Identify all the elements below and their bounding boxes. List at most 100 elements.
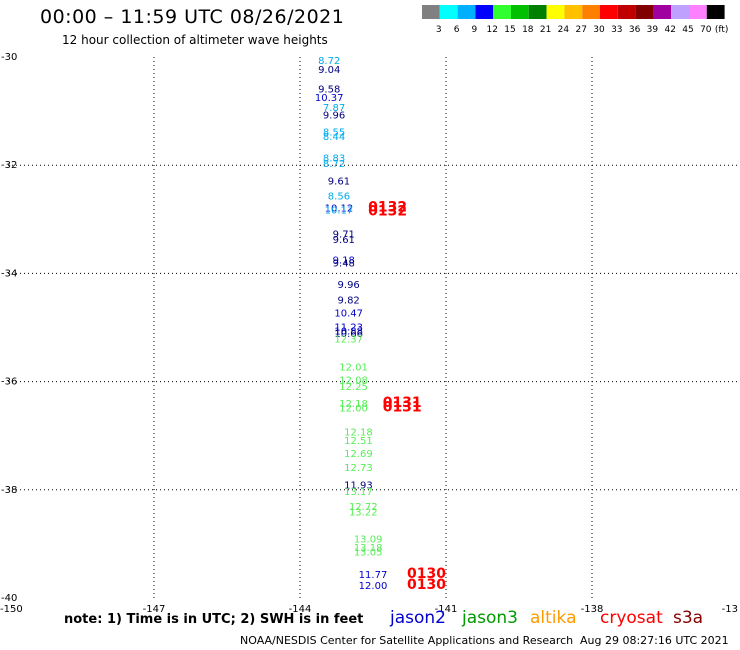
wave-height-value: 8.72	[318, 56, 340, 67]
wave-height-value: 12.25	[339, 382, 368, 393]
wave-height-value: 7.87	[323, 103, 345, 114]
x-tick-label: -150	[0, 604, 23, 615]
colorbar-label: (ft)	[715, 25, 729, 35]
colorbar-swatch	[617, 5, 636, 19]
colorbar-label: 24	[558, 25, 570, 35]
colorbar-swatch	[582, 5, 600, 19]
wave-height-value: 10.47	[334, 308, 363, 319]
colorbar-label: 30	[593, 25, 605, 35]
wave-height-value: 12.00	[359, 581, 388, 592]
x-tick-label: -13	[722, 604, 738, 615]
legend-altika: altika	[530, 608, 577, 628]
wave-height-value: 13.18	[354, 543, 383, 554]
wave-height-value: 10.88	[334, 327, 363, 338]
pass-time-label: 0130	[407, 566, 446, 582]
wave-height-value: 9.61	[333, 235, 355, 246]
wave-height-value: 12.01	[339, 362, 368, 373]
colorbar-swatch	[493, 5, 511, 19]
units-note: note: 1) Time is in UTC; 2) SWH is in fe…	[64, 612, 364, 627]
colorbar-label: 18	[522, 25, 534, 35]
legend-s3a: s3a	[673, 608, 704, 628]
colorbar-label: 6	[454, 25, 460, 35]
colorbar-label: 33	[611, 25, 622, 35]
legend-jason3: jason3	[462, 608, 518, 628]
colorbar-swatch	[475, 5, 494, 19]
wave-height-value: 9.48	[333, 259, 355, 270]
wave-height-value: 13.17	[344, 487, 373, 498]
y-tick-label: -36	[1, 377, 17, 388]
colorbar-swatch	[689, 5, 707, 19]
wave-height-value: 12.51	[344, 436, 373, 447]
legend-cryosat: cryosat	[600, 608, 663, 628]
wave-height-value: 13.09	[354, 534, 383, 545]
pass-time-label: 0132	[368, 204, 407, 220]
wave-height-value: 11.77	[359, 570, 388, 581]
colorbar-label: 12	[486, 25, 497, 35]
y-tick-label: -34	[1, 268, 17, 279]
wave-height-value: 12.37	[334, 334, 363, 345]
wave-height-value: 13.05	[354, 547, 383, 558]
wave-height-value: 10.66	[334, 329, 363, 340]
chart-title: 00:00 – 11:59 UTC 08/26/2021	[40, 6, 345, 28]
colorbar-label: 27	[575, 25, 586, 35]
colorbar-label: 39	[647, 25, 659, 35]
y-tick-label: -38	[1, 485, 17, 496]
colorbar-label: 3	[436, 25, 442, 35]
pass-time-label: 0130	[407, 577, 446, 593]
wave-height-value: 8.44	[323, 132, 345, 143]
wave-height-value: 9.96	[323, 110, 345, 121]
wave-height-colorbar: 3 6 9 12 15 18 21 24 27 30 33 36 39 42 45 70 (ft)	[422, 5, 729, 35]
pass-time-label: 0131	[383, 395, 422, 411]
wave-height-value: 11.23	[334, 322, 363, 333]
x-tick-label: -147	[143, 604, 166, 615]
colorbar-label: 15	[504, 25, 515, 35]
colorbar-swatch	[635, 5, 654, 19]
colorbar-swatch	[653, 5, 672, 19]
colorbar-swatch	[564, 5, 583, 19]
wave-height-value: 8.55	[323, 128, 345, 139]
wave-height-value: 8.56	[328, 191, 350, 202]
colorbar-swatch	[422, 5, 440, 19]
generated-timestamp: Aug 29 08:27:16 UTC 2021	[580, 634, 729, 647]
wave-height-value: 12.18	[339, 399, 368, 410]
colorbar-label: 42	[664, 25, 675, 35]
wave-height-value: 10.17	[325, 206, 354, 217]
wave-height-value: 8.72	[323, 159, 345, 170]
wave-height-value: 9.58	[318, 84, 340, 95]
wave-height-value: 9.61	[328, 176, 350, 187]
wave-height-value: 9.96	[338, 280, 360, 291]
wave-height-value: 12.72	[349, 502, 378, 513]
wave-height-value: 9.71	[333, 229, 355, 240]
legend-jason2: jason2	[390, 608, 446, 628]
colorbar-swatch	[706, 5, 725, 19]
wave-height-value: 11.93	[344, 480, 373, 491]
wave-height-value: 12.00	[339, 404, 368, 415]
colorbar-swatch	[546, 5, 565, 19]
colorbar-label: 45	[682, 25, 693, 35]
wave-height-value: 12.18	[344, 427, 373, 438]
wave-height-value: 12.69	[344, 449, 373, 460]
wave-height-value: 8.83	[323, 154, 345, 165]
colorbar-label: 36	[629, 25, 641, 35]
colorbar-label: 21	[540, 25, 551, 35]
wave-height-value: 13.22	[349, 507, 378, 518]
wave-height-value: 12.73	[344, 463, 373, 474]
wave-height-value: 9.18	[333, 255, 355, 266]
chart-subtitle: 12 hour collection of altimeter wave hei…	[62, 33, 328, 47]
x-tick-label: -141	[435, 604, 458, 615]
wave-height-value: 12.08	[339, 375, 368, 386]
x-tick-label: -144	[289, 604, 312, 615]
colorbar-swatch	[600, 5, 618, 19]
pass-time-label: 0132	[368, 199, 407, 215]
colorbar-label: 70	[700, 25, 712, 35]
y-tick-label: -32	[1, 160, 17, 171]
credit-line: NOAA/NESDIS Center for Satellite Applica…	[240, 634, 574, 647]
colorbar-swatch	[511, 5, 529, 19]
colorbar-label: 9	[472, 25, 478, 35]
y-tick-label: -40	[1, 593, 17, 604]
colorbar-swatch	[528, 5, 547, 19]
colorbar-swatch	[671, 5, 689, 19]
wave-height-value: 9.04	[318, 65, 340, 76]
x-tick-label: -138	[581, 604, 604, 615]
